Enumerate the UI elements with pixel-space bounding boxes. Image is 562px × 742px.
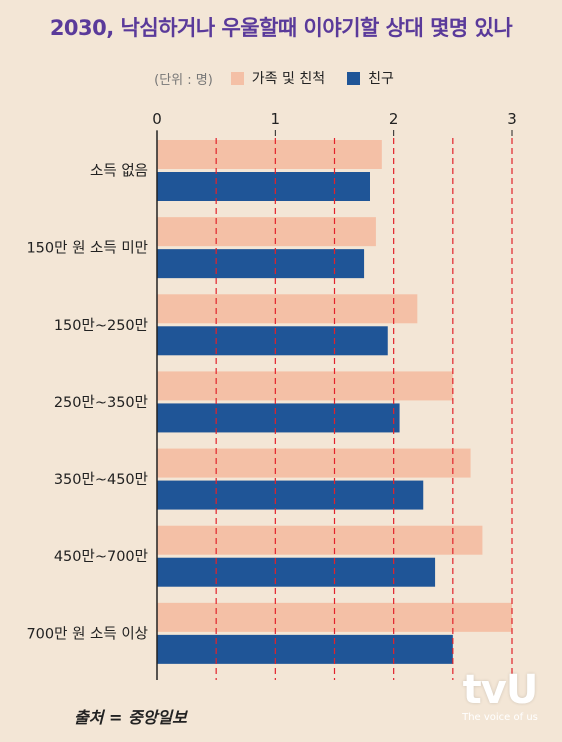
category-label-2: 150만~250만 — [54, 317, 148, 334]
logo-mark: tvU — [462, 667, 539, 713]
category-label-3: 250만~350만 — [54, 394, 148, 411]
bar-friends-0 — [157, 172, 370, 201]
bar-friends-4 — [157, 480, 424, 510]
category-label-4: 350만~450만 — [54, 471, 148, 488]
bar-friends-3 — [157, 403, 400, 433]
tvu-logo: tvU The voice of us — [450, 670, 550, 723]
category-label-1: 150만 원 소득 미만 — [26, 240, 148, 257]
legend-label-family: 가족 및 친척 — [251, 71, 326, 87]
bar-friends-6 — [157, 634, 453, 664]
legend-swatch-family — [230, 71, 244, 85]
chart-title: 2030, 낙심하거나 우울할때 이야기할 상대 몇명 있나 — [49, 16, 513, 40]
legend-swatch-friends — [347, 71, 361, 85]
category-label-5: 450만~700만 — [54, 548, 148, 565]
category-label-6: 700만 원 소득 이상 — [26, 625, 148, 642]
bar-family-4 — [157, 448, 471, 478]
x-tick-label-0: 0 — [152, 110, 162, 128]
bar-family-6 — [157, 602, 512, 632]
source-note: 출처 = 중앙일보 — [74, 708, 187, 727]
bar-family-0 — [157, 140, 382, 169]
bar-friends-2 — [157, 326, 388, 356]
legend: (단위 : 명) 가족 및 친척 친구 — [0, 68, 562, 88]
x-tick-label-3: 3 — [507, 110, 517, 128]
legend-label-friends: 친구 — [368, 71, 394, 87]
bar-family-3 — [157, 371, 453, 401]
bar-family-1 — [157, 217, 376, 247]
x-tick-label-2: 2 — [389, 110, 399, 128]
bar-family-2 — [157, 294, 418, 324]
category-label-0: 소득 없음 — [90, 163, 148, 180]
bar-friends-1 — [157, 249, 365, 279]
bar-friends-5 — [157, 557, 436, 587]
bar-family-5 — [157, 525, 483, 555]
logo-tagline: The voice of us — [462, 712, 538, 723]
unit-label: (단위 : 명) — [154, 72, 213, 88]
x-tick-label-1: 1 — [271, 110, 281, 128]
